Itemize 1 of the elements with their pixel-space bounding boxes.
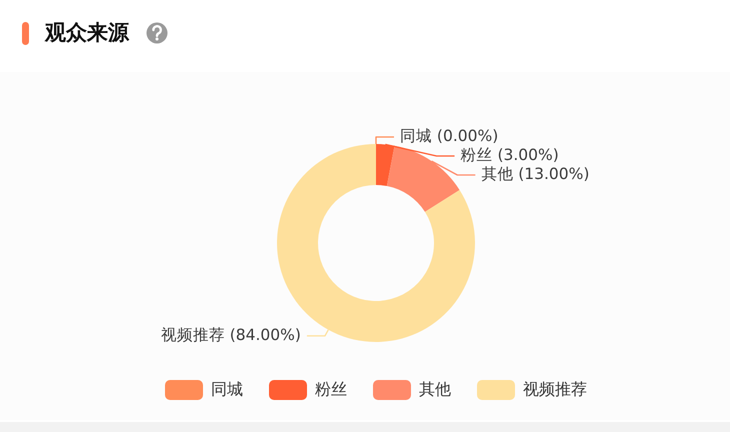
title: 观众来源 bbox=[45, 20, 129, 45]
